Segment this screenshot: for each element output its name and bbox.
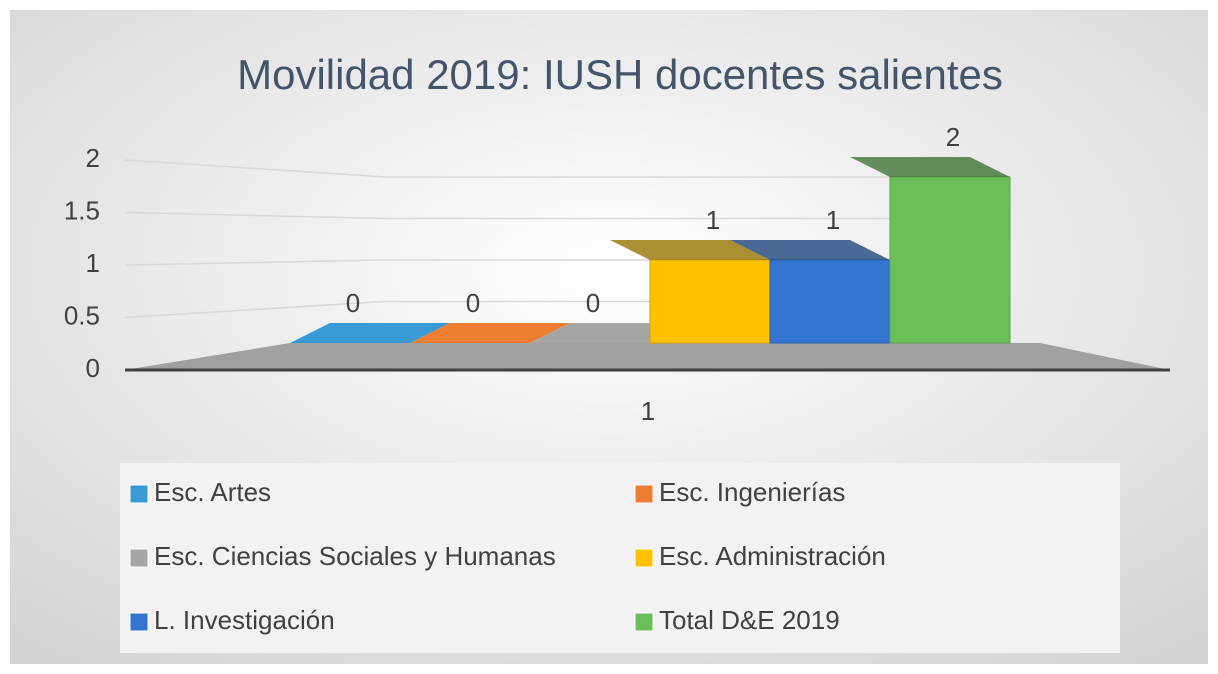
bar [730, 240, 891, 344]
data-label: 2 [946, 122, 960, 152]
bar-face [889, 176, 1011, 344]
y-tick-label: 0 [86, 353, 100, 383]
data-label: 0 [586, 288, 600, 318]
y-tick-label: 2 [86, 143, 100, 173]
bar [410, 323, 570, 343]
legend-swatch [129, 484, 149, 504]
grid-line [124, 211, 1010, 220]
legend [120, 463, 1120, 653]
grid-line [124, 159, 1010, 178]
x-tick-label: 1 [641, 396, 655, 426]
legend-label: Esc. Ingenierías [659, 477, 845, 507]
legend-label: Esc. Artes [154, 477, 271, 507]
bar-face [290, 323, 450, 343]
y-tick-label: 0.5 [64, 300, 100, 330]
legend-label: L. Investigación [154, 605, 335, 635]
y-tick-label: 1 [86, 248, 100, 278]
bar [850, 157, 1011, 344]
bar-face [410, 323, 570, 343]
data-label: 1 [826, 205, 840, 235]
legend-swatch [634, 548, 654, 568]
bar [290, 323, 450, 343]
legend-label: Esc. Administración [659, 541, 886, 571]
legend-swatch [129, 612, 149, 632]
bar-face [850, 157, 1010, 177]
data-label: 0 [346, 288, 360, 318]
bar [610, 240, 771, 344]
data-label: 1 [706, 205, 720, 235]
legend-label: Total D&E 2019 [659, 605, 840, 635]
bar-face [649, 259, 771, 344]
legend-label: Esc. Ciencias Sociales y Humanas [154, 541, 556, 571]
chart-title: Movilidad 2019: IUSH docentes salientes [237, 51, 1003, 98]
bar-face [610, 240, 770, 260]
floor [125, 343, 1170, 370]
data-label: 0 [466, 288, 480, 318]
bar-face [730, 240, 890, 260]
legend-swatch [634, 612, 654, 632]
bar-face [769, 259, 891, 344]
y-tick-label: 1.5 [64, 195, 100, 225]
legend-swatch [634, 484, 654, 504]
legend-swatch [129, 548, 149, 568]
